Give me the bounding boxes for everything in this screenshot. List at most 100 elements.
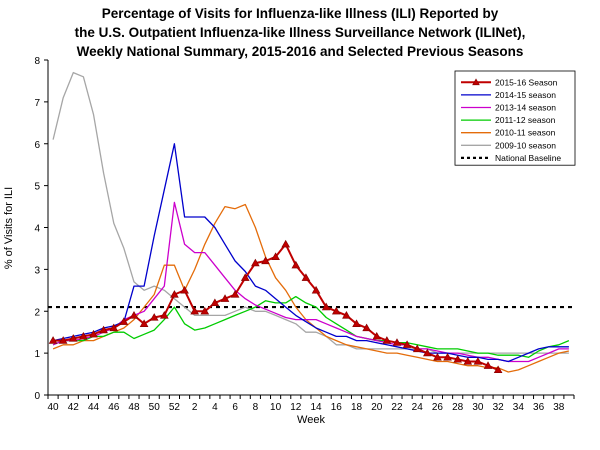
x-tick-label: 34 (513, 402, 525, 413)
data-point-2015-16 (493, 365, 503, 374)
data-point-2015-16 (473, 357, 483, 365)
data-point-2015-16 (79, 331, 88, 340)
x-tick-label: 50 (149, 402, 161, 413)
data-point-2015-16 (463, 357, 473, 365)
series-line-2013-14-season (52, 201, 569, 363)
data-point-2015-16 (321, 302, 331, 311)
data-point-2015-16 (443, 352, 452, 361)
data-point-2015-16 (240, 273, 250, 281)
data-point-2015-16 (48, 336, 58, 344)
data-point-2015-16 (99, 325, 108, 334)
x-tick-label: 42 (68, 402, 80, 413)
x-tick-label: 6 (232, 402, 238, 413)
x-tick-label: 12 (290, 402, 302, 413)
y-tick-label: 6 (34, 140, 40, 151)
chart-title-line-1: Percentage of Visits for Influenza-like … (101, 6, 499, 21)
legend-label: 2009-10 season (495, 140, 556, 150)
chart-title: Percentage of Visits for Influenza-like … (0, 4, 600, 61)
y-tick-label: 2 (34, 307, 40, 318)
x-axis-title: Week (297, 414, 325, 426)
legend-label: National Baseline (495, 153, 561, 163)
x-tick-label: 20 (371, 402, 383, 413)
y-tick-label: 1 (34, 349, 40, 360)
data-point-2015-16 (453, 355, 462, 363)
legend-marker (472, 78, 480, 86)
data-point-2015-16 (170, 290, 179, 298)
data-point-2015-16 (109, 323, 119, 332)
y-tick-label: 7 (34, 98, 40, 109)
data-point-2015-16 (281, 239, 291, 248)
x-tick-label: 30 (472, 402, 484, 413)
x-tick-label: 26 (432, 402, 444, 413)
x-tick-label: 10 (270, 402, 282, 413)
data-point-2015-16 (149, 313, 159, 321)
data-point-2015-16 (160, 311, 169, 319)
data-point-2015-16 (412, 344, 422, 353)
data-point-2015-16 (311, 285, 321, 294)
x-tick-label: 44 (88, 402, 100, 413)
data-point-2015-16 (190, 306, 199, 315)
data-point-2015-16 (180, 285, 189, 294)
data-point-2015-16 (220, 294, 230, 302)
legend-box (454, 70, 576, 166)
data-point-2015-16 (423, 348, 432, 357)
x-tick-label: 46 (108, 402, 120, 413)
chart-title-line-3: Weekly National Summary, 2015-2016 and S… (76, 44, 524, 59)
data-point-2015-16 (362, 323, 371, 332)
data-point-2015-16 (58, 336, 68, 344)
legend-label: 2013-14 season (495, 103, 556, 113)
data-point-2015-16 (68, 334, 78, 342)
x-tick-label: 36 (533, 402, 545, 413)
data-point-2015-16 (139, 319, 149, 327)
x-tick-label: 18 (351, 402, 363, 413)
data-point-2015-16 (129, 311, 139, 319)
x-tick-label: 40 (47, 402, 59, 413)
x-tick-label: 38 (553, 402, 565, 413)
y-tick-label: 3 (34, 265, 40, 276)
data-point-2015-16 (392, 338, 402, 346)
data-point-2015-16 (483, 361, 493, 369)
data-point-2015-16 (342, 311, 351, 319)
data-point-2015-16 (89, 329, 98, 338)
data-point-2015-16 (291, 260, 301, 269)
legend-label: 2011-12 season (495, 115, 556, 125)
x-tick-label: 48 (128, 402, 140, 413)
data-point-2015-16 (200, 306, 210, 315)
data-point-2015-16 (402, 340, 412, 348)
legend-label: 2010-11 season (495, 128, 556, 138)
data-point-2015-16 (261, 256, 270, 265)
legend-label: 2014-15 season (495, 90, 556, 100)
y-tick-label: 5 (34, 182, 40, 193)
series-line-2011-12-season (52, 295, 570, 358)
data-point-2015-16 (352, 319, 361, 327)
y-tick-label: 4 (34, 224, 40, 235)
y-tick-label: 0 (34, 391, 40, 402)
data-point-2015-16 (210, 298, 220, 307)
data-point-2015-16 (372, 331, 382, 340)
y-axis-title-text: % of Visits for ILI (3, 186, 15, 270)
x-tick-label: 22 (391, 402, 403, 413)
x-tick-label: 32 (493, 402, 505, 413)
legend-label: 2015-16 Season (495, 77, 558, 87)
data-point-2015-16 (382, 336, 392, 344)
x-tick-label: 2 (192, 402, 198, 413)
x-tick-label: 14 (310, 402, 322, 413)
series-line-2014-15-season (52, 143, 569, 363)
x-tick-label: 8 (253, 402, 259, 413)
y-tick-label: 8 (34, 56, 40, 67)
x-tick-label: 16 (331, 402, 343, 413)
x-tick-label: 28 (452, 402, 464, 413)
chart-title-line-2: the U.S. Outpatient Influenza-like Illne… (74, 25, 526, 40)
series-line-2010-11-season (52, 203, 570, 373)
data-point-2015-16 (331, 306, 341, 315)
data-point-2015-16 (301, 273, 311, 281)
data-point-2015-16 (433, 352, 442, 361)
data-point-2015-16 (119, 317, 129, 325)
data-point-2015-16 (230, 290, 240, 298)
x-tick-label: 52 (169, 402, 181, 413)
data-point-2015-16 (271, 252, 280, 260)
data-point-2015-16 (251, 258, 260, 267)
x-tick-label: 4 (212, 402, 218, 413)
x-tick-label: 24 (412, 402, 424, 413)
